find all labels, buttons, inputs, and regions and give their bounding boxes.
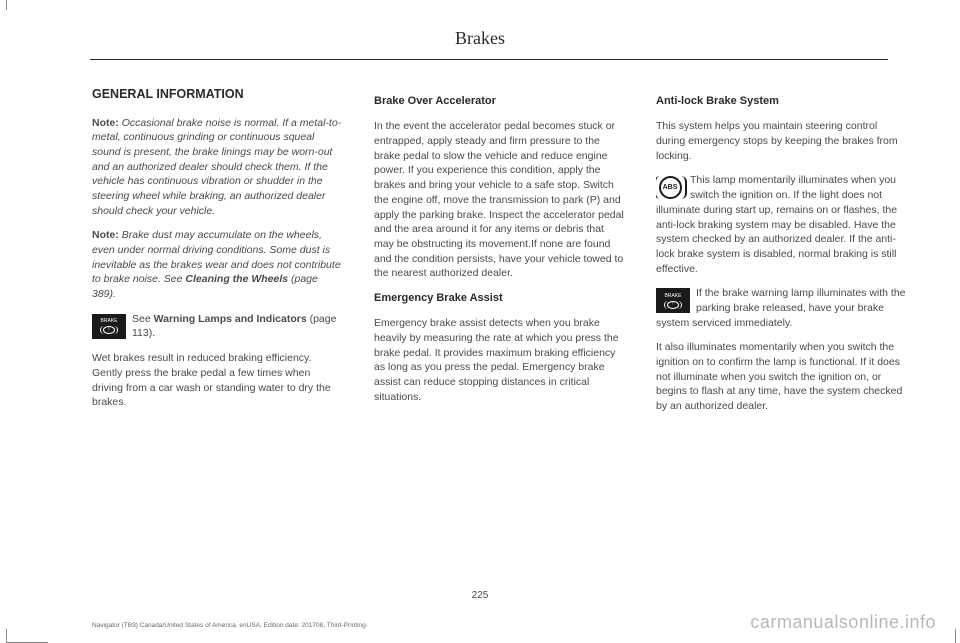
emergency-brake-heading: Emergency Brake Assist (374, 291, 626, 306)
title-rule (90, 59, 888, 60)
wet-brakes-para: Wet brakes result in reduced braking eff… (92, 351, 344, 410)
page-title: Brakes (0, 0, 960, 59)
brake-over-accel-text: In the event the accelerator pedal becom… (374, 119, 626, 281)
abs-circle: ABS (659, 176, 682, 199)
brake-icon-text: If the brake warning lamp illuminates wi… (656, 287, 906, 328)
brake-glyph-2: ! (667, 301, 679, 309)
footer-watermark: carmanualsonline.info (750, 612, 936, 633)
crop-mark-bl (6, 629, 48, 643)
brake-icon-label: BRAKE (101, 318, 118, 325)
content-columns: GENERAL INFORMATION Note: Occasional bra… (0, 86, 960, 424)
emergency-brake-text: Emergency brake assist detects when you … (374, 316, 626, 404)
column-1: GENERAL INFORMATION Note: Occasional bra… (92, 86, 344, 424)
final-para: It also illuminates momentarily when you… (656, 340, 908, 413)
column-3: Anti-lock Brake System This system helps… (656, 86, 908, 424)
abs-icon-text: This lamp momentarily illuminates when y… (656, 174, 897, 274)
brake-warning-para: BRAKE ! If the brake warning lamp illumi… (656, 286, 908, 330)
note-1-label: Note: (92, 117, 119, 129)
general-info-heading: GENERAL INFORMATION (92, 86, 344, 104)
warning-lamps-para: BRAKE ! See Warning Lamps and Indicators… (92, 312, 344, 341)
brake-warning-icon: BRAKE ! (92, 314, 126, 339)
abs-icon-para: ABS This lamp momentarily illuminates wh… (656, 173, 908, 276)
abs-intro: This system helps you maintain steering … (656, 119, 908, 163)
icon-text-a: See (132, 313, 154, 325)
footer-edition: Navigator (TB9) Canada/United States of … (92, 622, 368, 629)
icon-text-bold: Warning Lamps and Indicators (154, 313, 307, 325)
note-2-label: Note: (92, 229, 119, 241)
abs-icon: ABS (656, 175, 684, 200)
page-number: 225 (0, 590, 960, 601)
brake-over-accel-heading: Brake Over Accelerator (374, 94, 626, 109)
crop-mark-tl (6, 0, 24, 10)
note-1: Note: Occasional brake noise is normal. … (92, 116, 344, 219)
note-2: Note: Brake dust may accumulate on the w… (92, 228, 344, 301)
column-2: Brake Over Accelerator In the event the … (374, 86, 626, 424)
crop-mark-br (954, 629, 956, 643)
brake-icon-label-2: BRAKE (665, 293, 682, 300)
brake-glyph: ! (103, 326, 115, 334)
note-2-bold: Cleaning the Wheels (185, 273, 288, 285)
brake-warning-icon-2: BRAKE ! (656, 288, 690, 313)
abs-heading: Anti-lock Brake System (656, 94, 908, 109)
note-1-text: Occasional brake noise is normal. If a m… (92, 117, 341, 217)
